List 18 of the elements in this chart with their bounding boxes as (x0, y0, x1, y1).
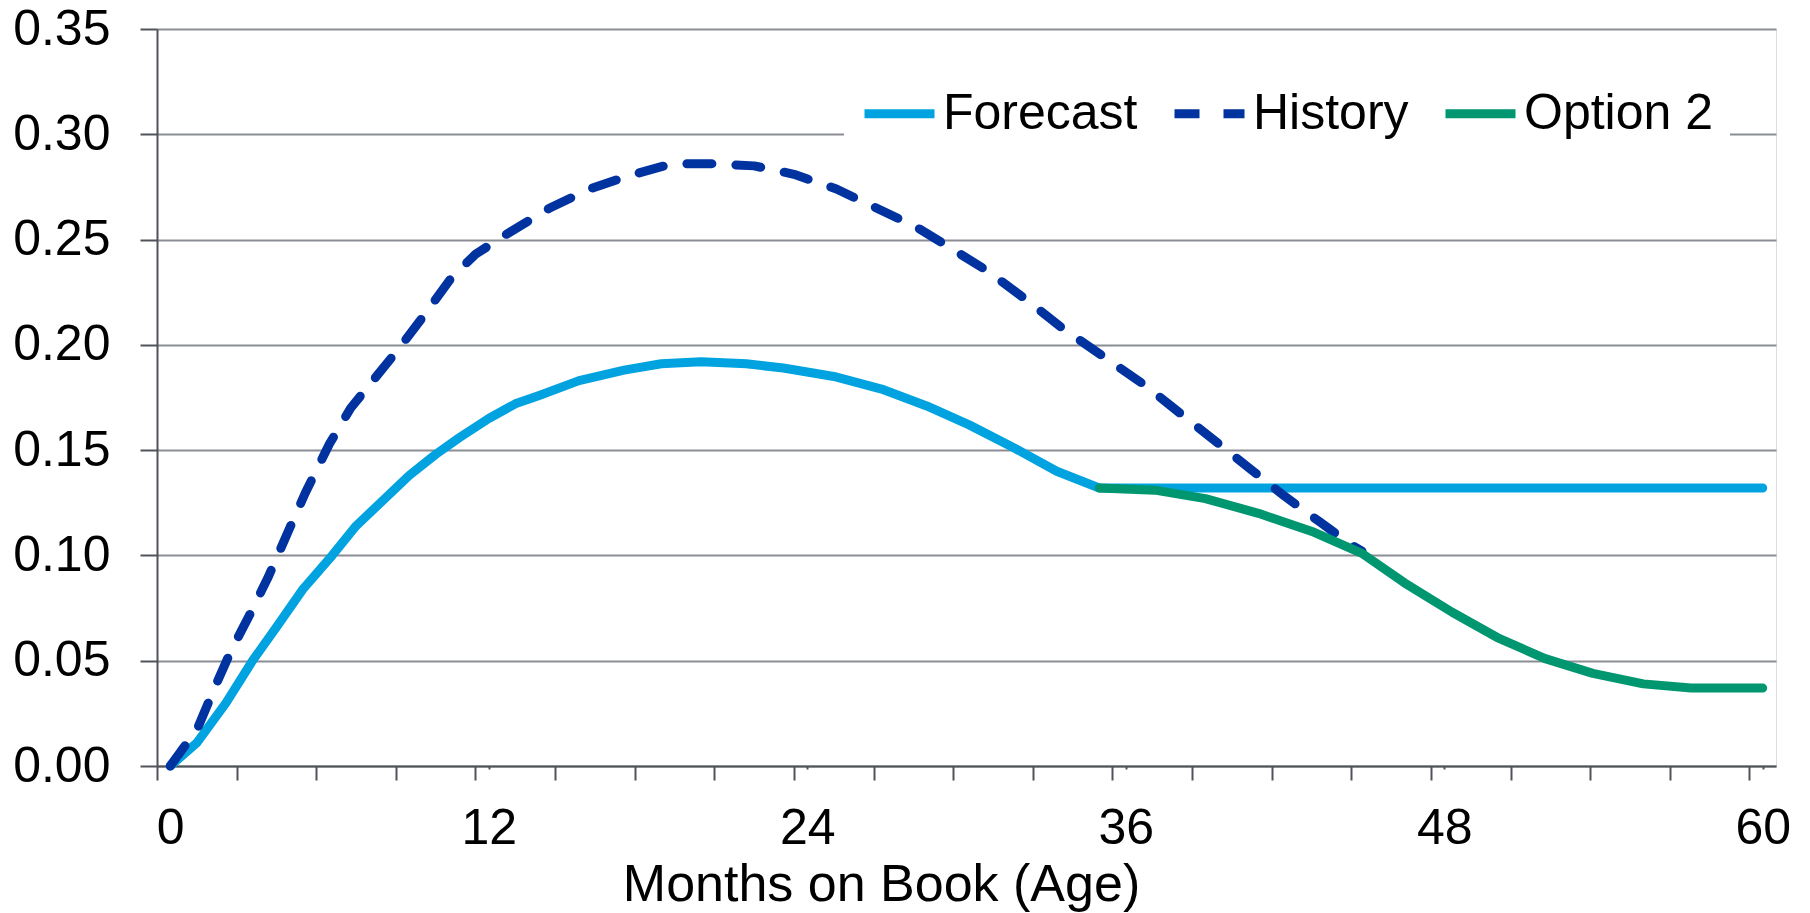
y-tick-label: 0.05 (13, 631, 111, 688)
x-tick-label: 24 (779, 798, 836, 855)
legend-label: Option 2 (1524, 83, 1714, 140)
y-tick-label: 0.20 (13, 315, 111, 372)
y-tick-label: 0.10 (13, 525, 111, 582)
x-tick-label: 0 (156, 798, 185, 855)
y-tick-label: 0.35 (13, 0, 111, 56)
y-tick-label: 0.30 (13, 104, 111, 161)
x-tick-label: 12 (461, 798, 518, 855)
x-tick-label: 36 (1098, 798, 1155, 855)
y-tick-label: 0.00 (13, 736, 111, 793)
x-tick-label: 60 (1735, 798, 1792, 855)
x-tick-label: 48 (1416, 798, 1473, 855)
y-tick-label: 0.25 (13, 210, 111, 267)
y-tick-label: 0.15 (13, 420, 111, 477)
legend-label: History (1253, 83, 1409, 140)
legend-label: Forecast (943, 83, 1138, 140)
x-axis-title: Months on Book (Age) (622, 853, 1141, 912)
